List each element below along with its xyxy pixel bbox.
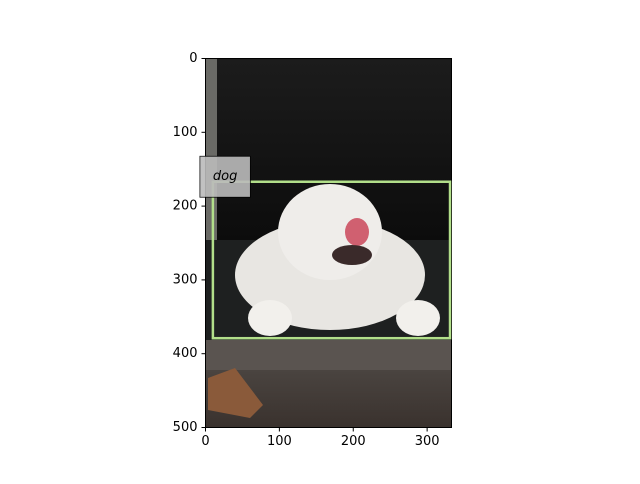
y-tick-label: 400 (173, 346, 198, 361)
y-tick-label: 300 (173, 272, 198, 287)
y-tick-label: 0 (189, 51, 197, 66)
x-tick-label: 100 (267, 434, 292, 449)
y-tick-label: 100 (173, 125, 198, 140)
photo (205, 58, 451, 427)
bounding-box (211, 180, 452, 340)
box-label: dog (213, 169, 237, 184)
y-tick-label: 500 (173, 420, 198, 435)
label-background (199, 155, 251, 198)
x-tick-label: 0 (201, 434, 209, 449)
y-tick-label: 200 (173, 199, 198, 214)
axes-frame (205, 58, 452, 428)
x-tick-label: 300 (415, 434, 440, 449)
x-tick-label: 200 (341, 434, 366, 449)
